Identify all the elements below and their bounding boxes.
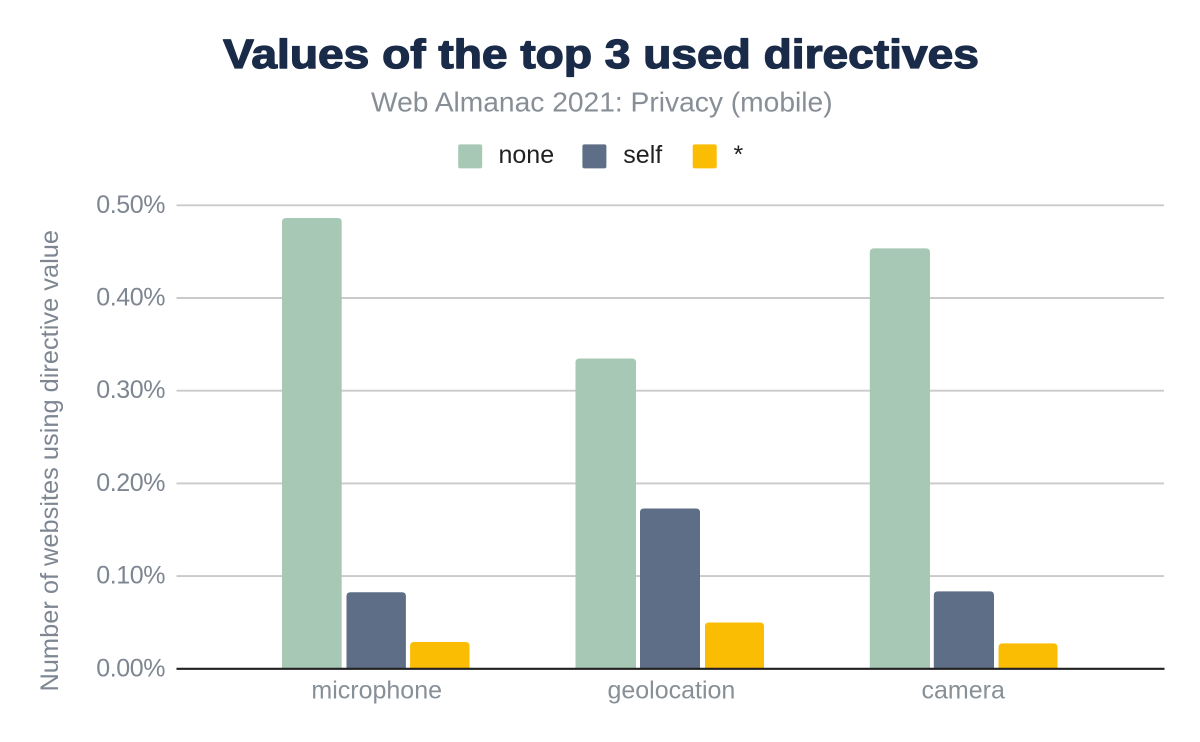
svg-text:0.20%: 0.20% — [96, 469, 165, 497]
svg-text:microphone: microphone — [311, 677, 442, 705]
svg-text:0.10%: 0.10% — [96, 562, 165, 590]
svg-text:self: self — [623, 141, 662, 169]
svg-text:0.00%: 0.00% — [96, 654, 165, 682]
svg-text:Values of the top 3 used direc: Values of the top 3 used directives — [223, 31, 979, 77]
svg-text:0.40%: 0.40% — [96, 284, 165, 312]
svg-text:*: * — [734, 141, 744, 169]
svg-text:none: none — [499, 141, 555, 169]
svg-text:camera: camera — [922, 677, 1005, 705]
svg-text:Number of websites using direc: Number of websites using directive value — [36, 230, 64, 691]
svg-text:0.50%: 0.50% — [96, 191, 165, 219]
svg-text:Web Almanac 2021: Privacy (mob: Web Almanac 2021: Privacy (mobile) — [371, 86, 833, 118]
svg-text:0.30%: 0.30% — [96, 376, 165, 404]
svg-text:geolocation: geolocation — [607, 677, 735, 705]
